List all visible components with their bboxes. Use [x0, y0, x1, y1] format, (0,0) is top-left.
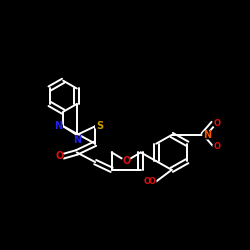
Text: N: N [203, 130, 211, 140]
Circle shape [148, 178, 156, 185]
Circle shape [54, 122, 62, 130]
Text: O: O [144, 177, 150, 186]
Circle shape [203, 131, 211, 139]
Circle shape [56, 152, 63, 160]
Circle shape [96, 122, 103, 130]
Circle shape [213, 143, 221, 150]
Text: O: O [122, 156, 130, 166]
Text: N: N [73, 135, 81, 145]
Text: S: S [96, 121, 103, 131]
Text: O: O [213, 142, 220, 151]
Circle shape [73, 136, 81, 144]
Text: O: O [55, 151, 64, 161]
Text: N: N [54, 121, 62, 131]
Circle shape [122, 157, 130, 165]
Circle shape [213, 120, 221, 127]
Text: O: O [213, 119, 220, 128]
Text: O: O [148, 177, 156, 186]
